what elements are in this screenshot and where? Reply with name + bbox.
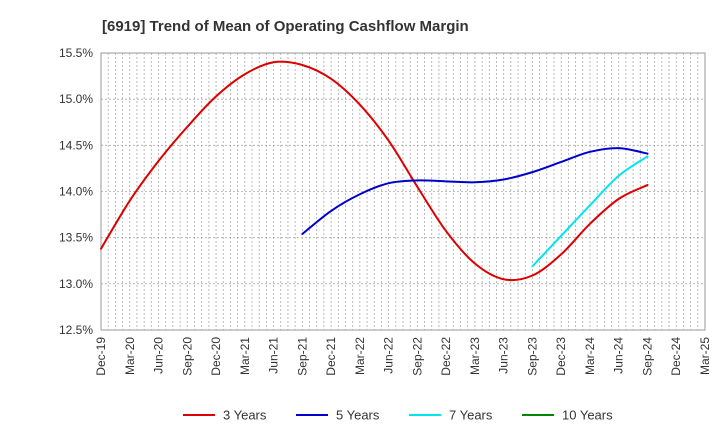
series-line-7-years [531,155,649,268]
series-lines [100,60,649,282]
y-axis: 12.5% 13.0% 13.5% 14.0% 14.5% 15.0% 15.5% [59,46,93,337]
y-tick-label: 14.0% [59,185,93,199]
legend: 3 Years 5 Years 7 Years 10 Years [183,408,613,423]
x-tick-label: Sep-22 [410,337,424,376]
x-tick-label: Dec-22 [439,337,453,376]
y-tick-label: 15.0% [59,92,93,106]
x-tick-label: Dec-20 [209,337,223,376]
x-tick-label: Sep-23 [525,337,539,376]
x-tick-label: Mar-23 [468,337,482,375]
x-tick-label: Jun-24 [612,337,626,374]
x-tick-label: Sep-21 [295,337,309,376]
x-tick-label: Dec-23 [554,337,568,376]
legend-label: 3 Years [223,408,267,423]
x-tick-label: Sep-20 [180,337,194,376]
legend-label: 7 Years [449,408,493,423]
x-axis: Dec-19 Mar-20 Jun-20 Sep-20 Dec-20 Mar-21 Jun-… [94,337,712,376]
x-tick-label: Jun-20 [152,337,166,374]
x-tick-label: Mar-21 [238,337,252,375]
x-tick-label: Jun-21 [267,337,281,374]
legend-label: 10 Years [562,408,613,423]
plot-area [100,52,706,331]
x-tick-label: Mar-25 [698,337,712,375]
chart-title: [6919] Trend of Mean of Operating Cashfl… [102,18,469,35]
x-tick-label: Dec-21 [324,337,338,376]
y-tick-label: 13.0% [59,277,93,291]
series-line-3-years [100,60,649,282]
x-tick-label: Dec-24 [669,337,683,376]
y-tick-label: 13.5% [59,231,93,245]
x-tick-label: Sep-24 [640,337,654,376]
x-tick-label: Jun-22 [382,337,396,374]
grid [101,52,705,331]
y-tick-label: 14.5% [59,138,93,152]
x-tick-label: Mar-24 [583,337,597,375]
x-tick-label: Jun-23 [497,337,511,374]
legend-label: 5 Years [336,408,380,423]
x-tick-label: Mar-22 [353,337,367,375]
x-tick-label: Mar-20 [123,337,137,375]
y-tick-label: 12.5% [59,323,93,337]
x-tick-label: Dec-19 [94,337,108,376]
series-line-5-years [301,147,649,235]
y-tick-label: 15.5% [59,46,93,60]
